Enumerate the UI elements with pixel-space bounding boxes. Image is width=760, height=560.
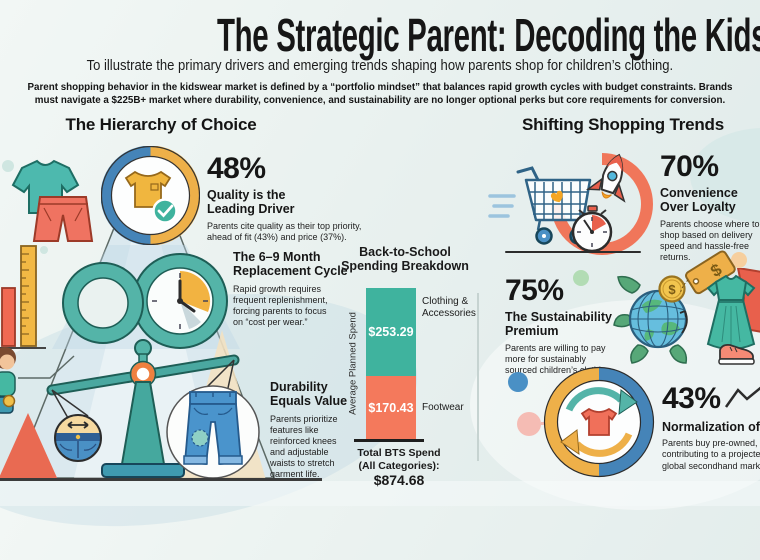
rocket-icon bbox=[585, 153, 626, 203]
ground-line bbox=[0, 478, 322, 481]
stat-body: Rapid growth requires frequent replenish… bbox=[233, 283, 328, 327]
right-section-heading: Shifting Shopping Trends bbox=[521, 115, 724, 134]
globe-icon: $ bbox=[613, 275, 688, 364]
decor-dot-green bbox=[573, 270, 589, 286]
stat-body: Parents cite quality as their top priori… bbox=[207, 220, 362, 242]
section-divider bbox=[477, 293, 479, 461]
stat-body: Parents buy pre-owned, contributing to a… bbox=[662, 438, 760, 471]
bar-icon bbox=[1, 287, 16, 347]
stat-replacement: The 6–9 Month Replacement Cycle Rapid gr… bbox=[233, 250, 358, 328]
yellow-tshirt-icon bbox=[124, 170, 172, 208]
red-triangle-shape bbox=[0, 413, 58, 480]
ruler-icon bbox=[20, 245, 37, 347]
decor-dot-pink bbox=[517, 412, 541, 436]
stat-body: Parents choose where to shop based on de… bbox=[660, 218, 760, 262]
decor-dot-teal-1 bbox=[2, 160, 14, 172]
stat-value: 43% bbox=[662, 382, 721, 415]
chart-title: Back-to-School Spending Breakdown bbox=[341, 245, 469, 274]
jeans-icon bbox=[166, 385, 260, 479]
intro-paragraph: Parent shopping behavior in the kidswear… bbox=[27, 82, 733, 106]
trend-line-icon bbox=[724, 386, 760, 408]
decor-dot-blue bbox=[508, 372, 528, 392]
decor-dot-peach bbox=[731, 252, 747, 268]
chart-baseline bbox=[354, 439, 424, 442]
clock-icon bbox=[132, 253, 228, 349]
heart-icon bbox=[550, 190, 563, 203]
stat-quality: 48% Quality is the Leading Driver Parent… bbox=[207, 154, 382, 243]
page-title: The Strategic Parent: Decoding the Kids’… bbox=[0, 12, 760, 58]
shopping-cart-icon bbox=[488, 153, 653, 255]
stat-title: Quality is the Leading Driver bbox=[207, 188, 295, 217]
stat-title: The Sustainability Premium bbox=[505, 310, 612, 339]
stat-title: Convenience Over Loyalty bbox=[660, 186, 738, 215]
decor-line bbox=[18, 355, 75, 379]
leaf-icon bbox=[613, 275, 688, 364]
y-axis-label: Average Planned Spend bbox=[347, 312, 359, 415]
adjustable-waist-icon bbox=[54, 414, 102, 462]
tshirt-shorts-icon bbox=[11, 159, 94, 242]
chart-total-value: $874.68 bbox=[373, 472, 425, 488]
resale-tshirt-icon bbox=[580, 407, 618, 436]
check-icon bbox=[152, 198, 178, 224]
svg-text:$: $ bbox=[668, 282, 676, 297]
child-icon bbox=[0, 347, 16, 414]
replacement-cycle-icon bbox=[62, 253, 228, 349]
segment-value: $253.29 bbox=[368, 325, 414, 339]
stat-convenience: 70% Convenience Over Loyalty Parents cho… bbox=[660, 152, 760, 263]
segment-label-footwear: Footwear bbox=[422, 402, 464, 413]
subtitle-text: To illustrate the primary drivers and em… bbox=[86, 58, 674, 74]
quality-badge-icon bbox=[101, 146, 200, 245]
stopwatch-icon bbox=[571, 205, 613, 253]
subtitle: To illustrate the primary drivers and em… bbox=[0, 57, 760, 75]
sneaker-icon bbox=[718, 343, 755, 365]
cycle-arrow bbox=[679, 310, 688, 334]
stat-title: The 6–9 Month Replacement Cycle bbox=[233, 250, 348, 279]
stat-body: Parents are willing to pay more for sust… bbox=[505, 342, 614, 375]
page-title-text: The Strategic Parent: Decoding the Kids’… bbox=[216, 9, 760, 61]
stat-value: 75% bbox=[505, 274, 564, 307]
stat-resale: 43% Normalization of Resale Parents buy … bbox=[662, 384, 760, 472]
bar-segment-clothing: $253.29 bbox=[366, 288, 416, 376]
left-section-heading: The Hierarchy of Choice bbox=[65, 115, 257, 134]
speed-lines bbox=[488, 194, 516, 218]
bottom-strip bbox=[0, 481, 760, 506]
stat-sustainability: 75% The Sustainability Premium Parents a… bbox=[505, 276, 630, 376]
balance-scale-icon bbox=[46, 339, 260, 479]
stat-value: 70% bbox=[660, 150, 719, 183]
decor-dot-teal-2 bbox=[40, 246, 48, 254]
stat-durability: Durability Equals Value Parents prioriti… bbox=[270, 380, 355, 480]
resale-cycle-icon bbox=[543, 366, 655, 478]
dollar-coin-icon: $ bbox=[658, 275, 686, 303]
segment-label-clothing: Clothing & Accessories bbox=[422, 296, 476, 319]
stat-value: 48% bbox=[207, 152, 266, 185]
segment-value: $170.43 bbox=[368, 400, 414, 415]
stat-title: Normalization of Resale bbox=[662, 420, 760, 434]
bar-segment-footwear: $170.43 bbox=[366, 376, 416, 439]
stat-title: Durability Equals Value bbox=[270, 380, 348, 409]
scale-stand bbox=[120, 381, 166, 465]
infinity-loop-icon bbox=[62, 262, 144, 344]
chart-total-label: Total BTS Spend (All Categories): bbox=[357, 447, 441, 472]
stat-body: Parents prioritize features like reinfor… bbox=[270, 413, 338, 480]
dress-icon bbox=[706, 268, 760, 365]
ruler-bar-icon bbox=[0, 245, 46, 349]
shorts-icon bbox=[32, 196, 94, 242]
